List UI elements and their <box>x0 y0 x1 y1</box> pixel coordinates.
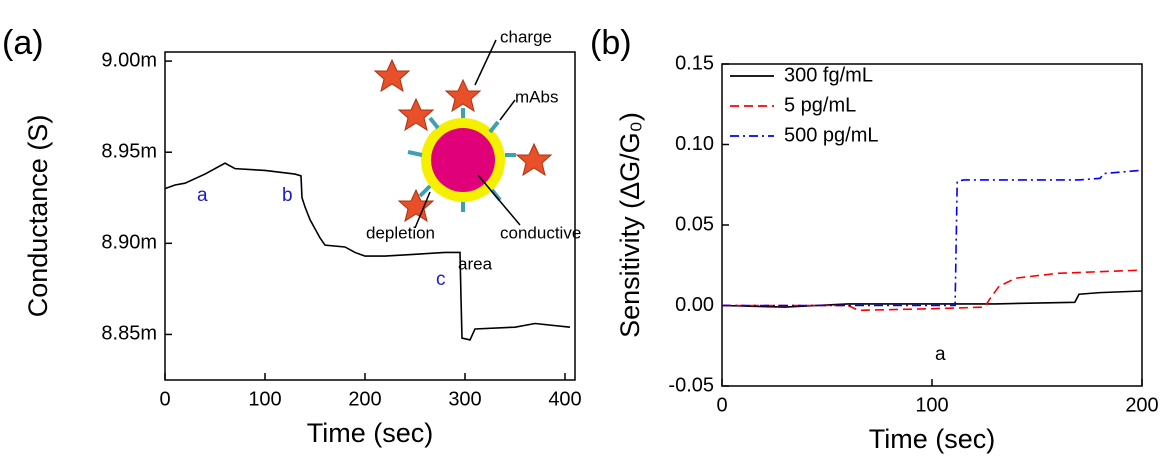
y-tick-label: 8.90m <box>101 232 157 254</box>
x-tick-label: 0 <box>716 394 727 416</box>
annotation: a <box>197 185 208 206</box>
legend-label: 300 fg/mL <box>784 64 873 86</box>
y-tick-label: 8.85m <box>101 323 157 345</box>
annotation: a <box>935 344 946 365</box>
y-tick-label: 0.15 <box>675 52 714 74</box>
x-tick-label: 200 <box>348 388 381 410</box>
x-tick-label: 0 <box>159 388 170 410</box>
x-tick-label: 400 <box>548 388 581 410</box>
annotation: c <box>436 269 446 290</box>
panel-label: (a) <box>2 24 44 62</box>
y-axis-label: Conductance (S) <box>23 115 53 318</box>
legend-label: 500 pg/mL <box>784 124 879 146</box>
series-line <box>164 162 571 341</box>
y-tick-label: 0.00 <box>675 294 714 316</box>
y-tick-label: 9.00m <box>101 49 157 71</box>
x-tick-label: 100 <box>915 394 948 416</box>
y-tick-label: 0.10 <box>675 133 714 155</box>
y-axis-label: Sensitivity (ΔG/G₀) <box>615 112 645 338</box>
legend-label: 5 pg/mL <box>784 94 856 116</box>
inset-label: depletion <box>366 223 435 242</box>
inset-label: mAbs <box>515 87 558 106</box>
y-tick-label: 8.95m <box>101 141 157 163</box>
inset-diagram <box>373 39 553 229</box>
x-tick-label: 100 <box>248 388 281 410</box>
inset-label: charge <box>500 27 552 46</box>
inset-label: area <box>458 254 493 273</box>
y-tick-label: 0.05 <box>675 213 714 235</box>
x-axis-label: Time (sec) <box>307 418 434 448</box>
x-tick-label: 200 <box>1125 394 1158 416</box>
series-line <box>721 290 1143 308</box>
y-tick-label: -0.05 <box>668 374 714 396</box>
x-tick-label: 300 <box>448 388 481 410</box>
panel-label: (b) <box>590 24 632 62</box>
x-axis-label: Time (sec) <box>869 424 996 454</box>
annotation: b <box>282 185 293 206</box>
series-line <box>722 269 1143 312</box>
plot-frame <box>164 51 576 381</box>
inset-label: conductive <box>500 223 581 242</box>
series-line <box>722 169 1143 307</box>
